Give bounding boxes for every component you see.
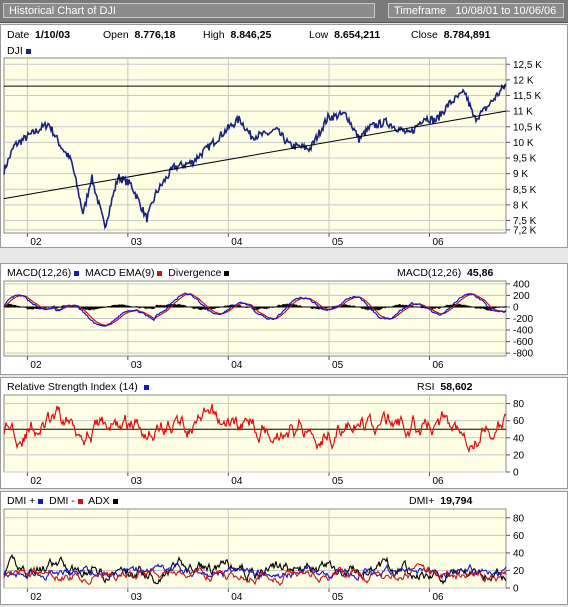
- macd-panel: MACD(12,26) MACD EMA(9) Divergence MACD(…: [0, 263, 568, 375]
- rsi-panel: Relative Strength Index (14) RSI 58,602 …: [0, 377, 568, 489]
- price-y-tick-label: 7,2 K: [513, 225, 537, 236]
- dmi-chart: 02 03 04 05 06 80 60 40 20 0: [3, 508, 525, 603]
- price-y-tick-label: 8,5 K: [513, 185, 537, 196]
- rsi-y-tick-label: 0: [513, 468, 519, 479]
- rsi-x-tick-label: 05: [332, 476, 344, 487]
- timeframe-box: Timeframe 10/08/01 to 10/06/06: [388, 3, 564, 18]
- quote-date: Date 1/10/03: [7, 29, 71, 41]
- macd-x-tick-label: 03: [131, 360, 143, 371]
- dmi-readout: DMI+ 19,794: [409, 495, 473, 507]
- price-chart: 02 03 04 05 06 12,5 K 12 K 11,5 K 11 K 10,5 K 10 K…: [3, 57, 542, 247]
- rsi-y-tick-label: 60: [513, 416, 525, 427]
- price-y-tick-label: 10 K: [513, 138, 534, 149]
- quote-high: High 8.846,25: [203, 29, 272, 41]
- dmi-y-tick-label: 40: [513, 548, 525, 559]
- macd-x-tick-label: 06: [432, 360, 444, 371]
- legend-macd: MACD(12,26) MACD EMA(9) Divergence: [7, 267, 230, 279]
- support-trendline: [3, 110, 507, 200]
- price-y-tick-label: 9,5 K: [513, 154, 537, 165]
- dmi-x-tick-label: 05: [332, 592, 344, 603]
- dmi-x-tick-label: 03: [131, 592, 143, 603]
- rsi-readout: RSI 58,602: [417, 381, 473, 393]
- dmi-minus-line: [3, 563, 507, 587]
- legend-rsi: Relative Strength Index (14): [7, 381, 149, 393]
- price-y-tick-label: 12,5 K: [513, 60, 542, 71]
- price-line: [3, 83, 507, 230]
- price-x-tick-label: 03: [131, 237, 143, 247]
- rsi-y-tick-label: 80: [513, 399, 525, 410]
- rsi-x-tick-label: 04: [231, 476, 243, 487]
- price-y-tick-label: 10,5 K: [513, 122, 542, 133]
- title-bar: Historical Chart of DJI Timeframe 10/08/…: [0, 0, 568, 23]
- macd-x-tick-label: 02: [30, 360, 42, 371]
- adx-line: [3, 553, 507, 585]
- price-y-tick-label: 11 K: [513, 107, 533, 118]
- rsi-x-tick-label: 02: [30, 476, 42, 487]
- quote-low: Low 8.654,211: [309, 29, 381, 41]
- dmi-y-tick-label: 0: [513, 584, 519, 595]
- dmi-x-tick-label: 04: [231, 592, 243, 603]
- dmi-y-tick-label: 60: [513, 531, 525, 542]
- price-y-tick-label: 8 K: [513, 200, 528, 211]
- macd-x-tick-label: 05: [332, 360, 344, 371]
- price-x-tick-label: 06: [432, 237, 444, 247]
- macd-y-tick-label: 200: [513, 291, 530, 302]
- quote-open: Open 8.776,18: [103, 29, 176, 41]
- macd-x-tick-label: 04: [231, 360, 243, 371]
- macd-y-tick-label: -200: [513, 314, 533, 325]
- price-plot-area: [3, 57, 507, 234]
- macd-y-tick-label: 400: [513, 279, 530, 290]
- macd-y-tick-label: -800: [513, 349, 533, 360]
- dmi-x-tick-label: 06: [432, 592, 444, 603]
- dmi-plus-line: [3, 563, 507, 581]
- dmi-y-tick-label: 20: [513, 566, 525, 577]
- dmi-y-tick-label: 80: [513, 513, 525, 524]
- timeframe-label: Timeframe: [394, 5, 447, 17]
- price-x-tick-label: 04: [231, 237, 243, 247]
- price-y-tick-label: 12 K: [513, 75, 534, 86]
- rsi-x-tick-label: 06: [432, 476, 444, 487]
- rsi-plot-area: [3, 394, 507, 473]
- rsi-y-tick-label: 20: [513, 450, 525, 461]
- rsi-chart: 02 03 04 05 06 80 60 40 20 0: [3, 394, 525, 487]
- macd-y-tick-label: -400: [513, 326, 533, 337]
- price-x-tick-label: 02: [30, 237, 42, 247]
- price-x-tick-label: 05: [332, 237, 344, 247]
- timeframe-value: 10/08/01 to 10/06/06: [455, 5, 557, 17]
- macd-readout: MACD(12,26) 45,86: [397, 267, 494, 279]
- price-y-tick-label: 11,5 K: [513, 91, 541, 102]
- rsi-x-tick-label: 03: [131, 476, 143, 487]
- price-y-tick-label: 7,5 K: [513, 216, 537, 227]
- price-y-tick-label: 9 K: [513, 169, 528, 180]
- macd-line: [3, 292, 507, 327]
- dmi-x-tick-label: 02: [30, 592, 42, 603]
- macd-y-tick-label: -600: [513, 337, 533, 348]
- price-panel: Date 1/10/03 Open 8.776,18 High 8.846,25…: [0, 24, 568, 248]
- rsi-y-tick-label: 40: [513, 433, 525, 444]
- quote-close: Close 8.784,891: [411, 29, 491, 41]
- chart-title: Historical Chart of DJI: [3, 3, 375, 18]
- legend-dji: DJI: [7, 45, 31, 57]
- dmi-panel: DMI + DMI - ADX DMI+ 19,794 02 03 04 05 06 80…: [0, 491, 568, 605]
- rsi-line: [3, 403, 507, 454]
- macd-y-tick-label: 0: [513, 302, 519, 313]
- legend-dmi: DMI + DMI - ADX: [7, 495, 118, 507]
- macd-ema-line: [3, 293, 507, 326]
